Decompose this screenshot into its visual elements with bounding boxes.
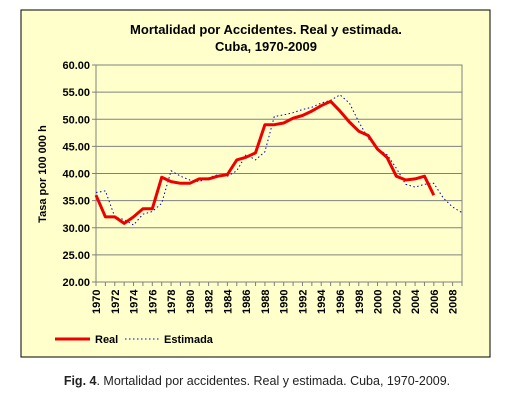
y-tick-label: 55.00 (62, 87, 90, 99)
chart-title: Mortalidad por Accidentes. Real y estima… (130, 22, 402, 37)
y-tick-label: 50.00 (62, 114, 90, 126)
x-tick-label: 2008 (448, 290, 460, 314)
x-tick-label: 1996 (335, 290, 347, 314)
y-tick-label: 40.00 (62, 169, 90, 181)
y-tick-label: 20.00 (62, 277, 90, 289)
grid-lines (96, 91, 462, 256)
x-tick-label: 2004 (410, 289, 422, 314)
y-tick-labels: 20.00 25.00 30.00 35.00 40.00 45.00 50.00 55.00… (62, 60, 96, 289)
series-lines (94, 94, 463, 226)
chart-subtitle: Cuba, 1970-2009 (215, 39, 317, 54)
x-tick-label: 1998 (354, 290, 366, 314)
x-tick-label: 1990 (279, 290, 291, 314)
x-tick-labels: 1970 1972 1974 1976 1978 1980 1982 1984 1986 1988… (91, 282, 463, 314)
x-tick-label: 1974 (129, 289, 141, 314)
x-tick-label: 1986 (241, 290, 253, 314)
series-line-real (94, 99, 436, 225)
caption-prefix: Fig. 4 (63, 374, 97, 388)
figure-caption: Fig. 4. Mortalidad por accidentes. Real … (0, 374, 514, 388)
x-tick-label: 1992 (297, 290, 309, 314)
x-tick-label: 1984 (222, 289, 234, 314)
x-tick-label: 1978 (166, 290, 178, 314)
y-axis-label: Tasa por 100 000 h (37, 125, 49, 223)
x-tick-label: 1976 (147, 290, 159, 314)
y-tick-label: 60.00 (62, 60, 90, 72)
x-tick-label: 2000 (373, 290, 385, 314)
y-tick-label: 35.00 (62, 196, 90, 208)
x-tick-label: 1988 (260, 290, 272, 314)
y-tick-label: 30.00 (62, 223, 90, 235)
series-line-estimada (95, 94, 463, 226)
legend: Real Estimada (55, 334, 214, 346)
x-tick-label: 2002 (391, 290, 403, 314)
caption-text: . Mortalidad por accidentes. Real y esti… (96, 374, 451, 388)
y-tick-label: 25.00 (62, 250, 90, 262)
x-tick-label: 1980 (185, 290, 197, 314)
x-tick-label: 1972 (110, 290, 122, 314)
y-tick-label: 45.00 (62, 141, 90, 153)
x-tick-label: 1994 (316, 289, 328, 314)
legend-label-estimada: Estimada (164, 334, 214, 346)
x-tick-label: 1982 (204, 290, 216, 314)
legend-label-real: Real (95, 334, 118, 346)
x-tick-label: 2006 (429, 290, 441, 314)
x-tick-label: 1970 (91, 290, 103, 314)
